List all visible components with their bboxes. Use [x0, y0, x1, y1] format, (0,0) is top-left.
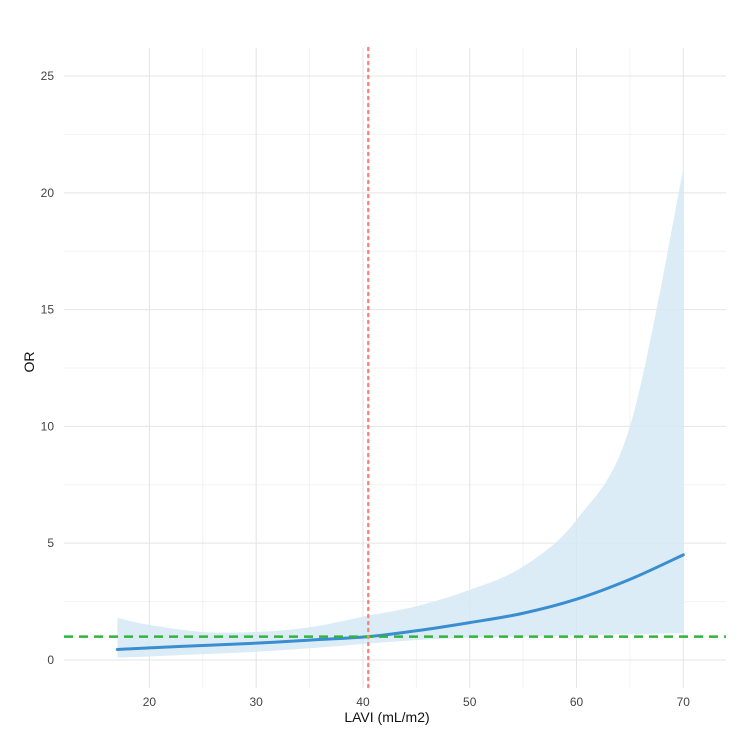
- x-tick-label: 40: [356, 695, 370, 709]
- y-tick-label: 15: [41, 303, 55, 317]
- confidence-band: [117, 169, 684, 658]
- y-tick-label: 0: [47, 653, 54, 667]
- y-axis-title: OR: [21, 352, 37, 373]
- y-tick-label: 5: [47, 536, 54, 550]
- confidence-band-layer: [117, 169, 684, 658]
- y-tick-label: 10: [41, 419, 55, 433]
- y-tick-labels: 0 5 10 15 20 25: [41, 69, 55, 667]
- x-tick-label: 20: [143, 695, 157, 709]
- or-curve-line: [115, 553, 685, 651]
- y-tick-label: 20: [41, 186, 55, 200]
- x-tick-label: 50: [463, 695, 477, 709]
- x-axis-title: LAVI (mL/m2): [344, 709, 429, 725]
- line-layer: [115, 553, 685, 651]
- y-tick-label: 25: [41, 69, 55, 83]
- x-tick-label: 60: [570, 695, 584, 709]
- grid-major: [64, 48, 726, 688]
- x-tick-label: 30: [250, 695, 264, 709]
- x-tick-label: 70: [677, 695, 691, 709]
- x-tick-labels: 20 30 40 50 60 70: [143, 695, 691, 709]
- reference-line-layer: [64, 46, 726, 690]
- grid-minor: [64, 48, 726, 688]
